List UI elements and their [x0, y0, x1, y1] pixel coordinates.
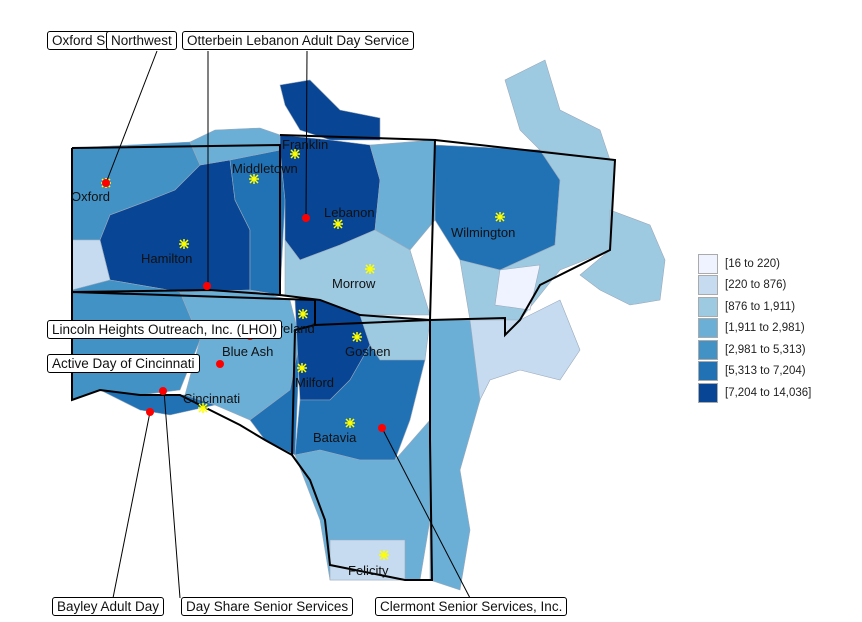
service-point[interactable]	[159, 387, 167, 395]
city-label: Wilmington	[451, 225, 515, 240]
city-label: Batavia	[313, 430, 357, 445]
legend-item: [1,911 to 2,981)	[698, 318, 811, 340]
legend-item: [5,313 to 7,204)	[698, 361, 811, 383]
legend-label: [1,911 to 2,981)	[725, 322, 805, 335]
city-labels: Franklin Middletown Oxford Lebanon Wilmi…	[71, 137, 515, 578]
service-label-day-share: Day Share Senior Services	[181, 597, 354, 616]
leader-lines	[105, 50, 471, 599]
city-marker-icon	[198, 403, 208, 413]
city-marker-icon	[179, 239, 189, 249]
legend-swatch	[698, 253, 718, 274]
city-label: Hamilton	[141, 251, 192, 266]
service-label-northwest: Northwest	[106, 31, 177, 50]
legend-swatch	[698, 361, 718, 382]
region-east-fringe	[504, 59, 611, 161]
city-marker-icon	[297, 363, 307, 373]
city-marker-icon	[298, 309, 308, 319]
service-point[interactable]	[146, 408, 154, 416]
legend-label: [2,981 to 5,313)	[725, 343, 806, 356]
region-warren-north	[279, 79, 381, 141]
region-clinton-low	[494, 264, 541, 311]
legend-swatch	[698, 382, 718, 403]
region-far-east	[579, 209, 666, 306]
city-marker-icon	[365, 264, 375, 274]
butler-boundary	[71, 143, 281, 297]
city-marker-icon	[290, 149, 300, 159]
city-marker-icon	[333, 219, 343, 229]
legend-item: [16 to 220)	[698, 253, 811, 275]
legend-swatch	[698, 296, 718, 317]
service-label-oxford: Oxford Senior Citizens	[47, 31, 115, 50]
legend-item: [7,204 to 14,036]	[698, 382, 811, 404]
legend-swatch	[698, 318, 718, 339]
service-label-otterbein: Otterbein Lebanon Adult Day Service	[182, 31, 415, 50]
map-legend: [16 to 220) [220 to 876) [876 to 1,911) [1,…	[698, 253, 811, 404]
service-point[interactable]	[378, 424, 386, 432]
service-label-active-day: Active Day of Cincinnati	[47, 354, 200, 373]
city-label: Lebanon	[324, 205, 375, 220]
clermont-boundary	[291, 318, 434, 581]
legend-item: [2,981 to 5,313)	[698, 339, 811, 361]
service-label-bayley: Bayley Adult Day	[52, 597, 165, 616]
city-label: Goshen	[345, 344, 391, 359]
service-point[interactable]	[203, 282, 211, 290]
service-point[interactable]	[302, 214, 310, 222]
service-point[interactable]	[216, 360, 224, 368]
region-hamilton-west	[71, 279, 201, 401]
city-marker-icon	[345, 418, 355, 428]
city-marker-icon	[495, 212, 505, 222]
city-label: Middletown	[232, 161, 298, 176]
city-label: Felicity	[348, 563, 389, 578]
region-brown-light	[469, 299, 581, 402]
legend-label: [16 to 220)	[725, 257, 780, 270]
legend-item: [220 to 876)	[698, 275, 811, 297]
service-label-lhoi: Lincoln Heights Outreach, Inc. (LHOI)	[47, 320, 283, 339]
city-marker-icon	[379, 550, 389, 560]
service-label-clermont: Clermont Senior Services, Inc.	[375, 597, 568, 616]
clinton-boundary	[429, 139, 617, 338]
city-label: Blue Ash	[222, 344, 273, 359]
legend-label: [5,313 to 7,204)	[725, 365, 806, 378]
region-hamilton-east	[249, 339, 301, 456]
city-marker-icon	[352, 332, 362, 342]
city-marker-icon	[249, 174, 259, 184]
legend-swatch	[698, 339, 718, 360]
city-label: Morrow	[332, 276, 376, 291]
city-label: Franklin	[282, 137, 328, 152]
legend-swatch	[698, 275, 718, 296]
legend-label: [7,204 to 14,036]	[725, 386, 812, 399]
county-boundaries	[71, 134, 617, 581]
service-point[interactable]	[102, 179, 110, 187]
city-label: Oxford	[71, 189, 110, 204]
tract-fills	[71, 59, 666, 591]
city-label: Milford	[295, 375, 334, 390]
legend-item: [876 to 1,911)	[698, 296, 811, 318]
legend-label: [876 to 1,911)	[725, 300, 796, 313]
city-label: Cincinnati	[183, 391, 240, 406]
legend-label: [220 to 876)	[725, 279, 787, 292]
